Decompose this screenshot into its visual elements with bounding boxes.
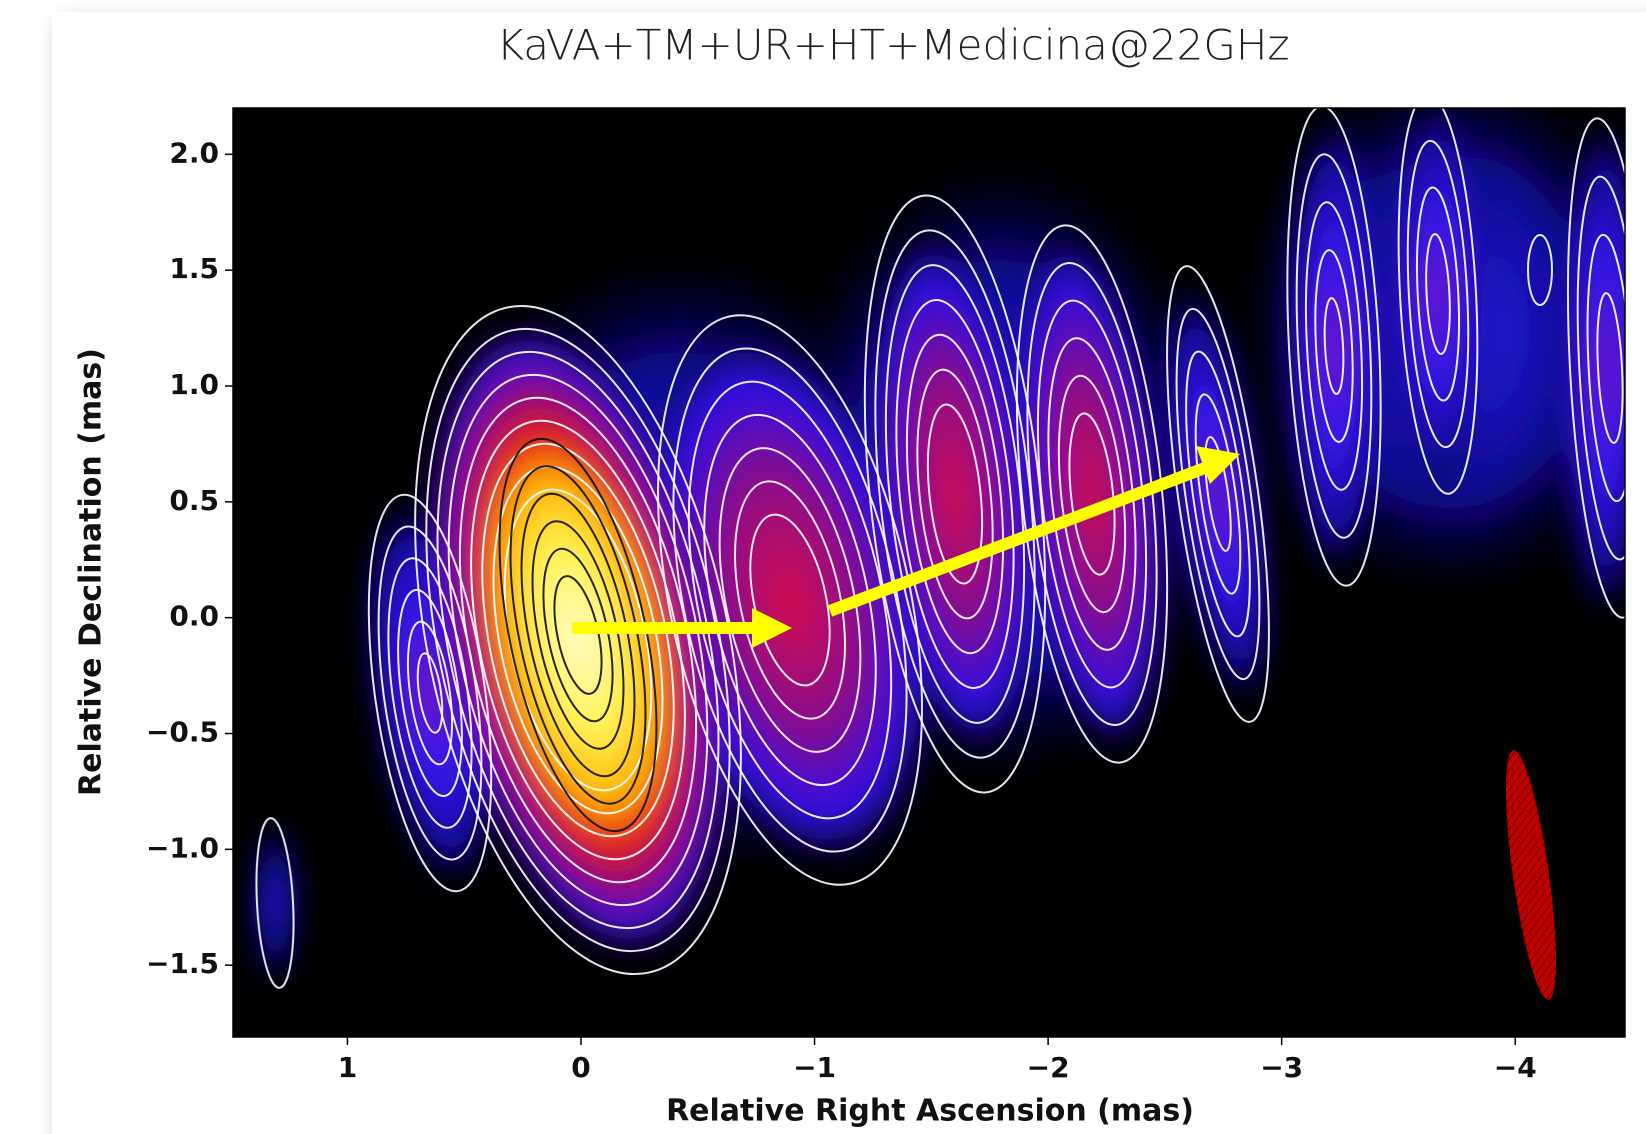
contour bbox=[884, 264, 1026, 724]
contour bbox=[1057, 374, 1127, 614]
contour bbox=[498, 437, 658, 833]
y-tick-label: 0.0 bbox=[169, 600, 219, 633]
contour bbox=[1286, 108, 1382, 587]
contour bbox=[1068, 412, 1116, 576]
y-tick-label: 0.5 bbox=[169, 484, 219, 517]
arrows bbox=[572, 446, 1240, 648]
x-tick-label: −2 bbox=[1027, 1051, 1070, 1084]
contour bbox=[895, 298, 1015, 690]
contour bbox=[1175, 307, 1261, 681]
contour bbox=[718, 447, 862, 753]
contour bbox=[255, 817, 295, 989]
contour bbox=[447, 373, 709, 907]
x-tick-label: 1 bbox=[338, 1051, 357, 1084]
image bbox=[233, 108, 1625, 1037]
contour bbox=[687, 380, 893, 820]
x-tick-label: 0 bbox=[571, 1051, 590, 1084]
axes: 1 0 −1 −2 −3 −4 −1.5 −1.0 −0.5 0.0 0.5 1.0 1.5 2.0 bbox=[146, 136, 1537, 1084]
contour bbox=[1166, 265, 1270, 723]
contour bbox=[406, 620, 454, 766]
contour bbox=[414, 304, 742, 976]
contour bbox=[397, 588, 463, 798]
y-tick-label: 1.5 bbox=[169, 252, 219, 285]
contour bbox=[905, 333, 1005, 655]
contour bbox=[425, 327, 731, 953]
contours bbox=[255, 108, 1625, 989]
contour bbox=[1314, 249, 1354, 443]
contour bbox=[749, 513, 831, 687]
contour bbox=[481, 442, 675, 838]
arrow-head bbox=[1196, 446, 1240, 484]
contour bbox=[703, 413, 877, 787]
contour bbox=[436, 350, 720, 930]
contour bbox=[470, 419, 686, 861]
contour bbox=[874, 229, 1036, 759]
contour bbox=[1527, 234, 1553, 306]
y-tick-label: −0.5 bbox=[146, 716, 219, 749]
contour bbox=[1204, 436, 1232, 552]
x-axis-label: Relative Right Ascension (mas) bbox=[666, 1094, 1194, 1129]
contour bbox=[1295, 153, 1373, 539]
contour bbox=[1194, 393, 1242, 595]
y-tick-label: −1.5 bbox=[146, 947, 219, 980]
contour bbox=[1416, 186, 1460, 402]
arrow bbox=[827, 460, 1213, 617]
arrow-head bbox=[752, 608, 792, 648]
x-tick-label: −3 bbox=[1260, 1051, 1303, 1084]
contour bbox=[377, 525, 483, 861]
contour bbox=[387, 557, 473, 829]
chart-title: KaVA+TM+UR+HT+Medicina@22GHz bbox=[496, 21, 1289, 70]
y-tick-label: 1.0 bbox=[169, 368, 219, 401]
contour bbox=[1323, 297, 1345, 395]
contour bbox=[1185, 350, 1251, 638]
contour bbox=[916, 368, 994, 620]
contour bbox=[734, 480, 846, 720]
contour bbox=[1596, 292, 1624, 444]
contour bbox=[1566, 117, 1625, 619]
plot-frame bbox=[232, 107, 1626, 1038]
contour bbox=[926, 403, 984, 585]
contour bbox=[1425, 233, 1451, 355]
y-tick-label: 2.0 bbox=[169, 136, 219, 169]
x-tick-label: −1 bbox=[793, 1051, 836, 1084]
contour bbox=[1406, 139, 1470, 449]
x-tick-label: −4 bbox=[1494, 1051, 1537, 1084]
contour bbox=[1576, 175, 1625, 561]
y-axis-label: Relative Declination (mas) bbox=[74, 348, 109, 796]
beam bbox=[1505, 750, 1557, 1000]
contour bbox=[1586, 233, 1625, 503]
y-tick-label: −1.0 bbox=[146, 831, 219, 864]
contour bbox=[416, 652, 444, 734]
contour bbox=[1397, 108, 1479, 495]
contour bbox=[367, 493, 493, 893]
contour bbox=[1305, 201, 1363, 491]
